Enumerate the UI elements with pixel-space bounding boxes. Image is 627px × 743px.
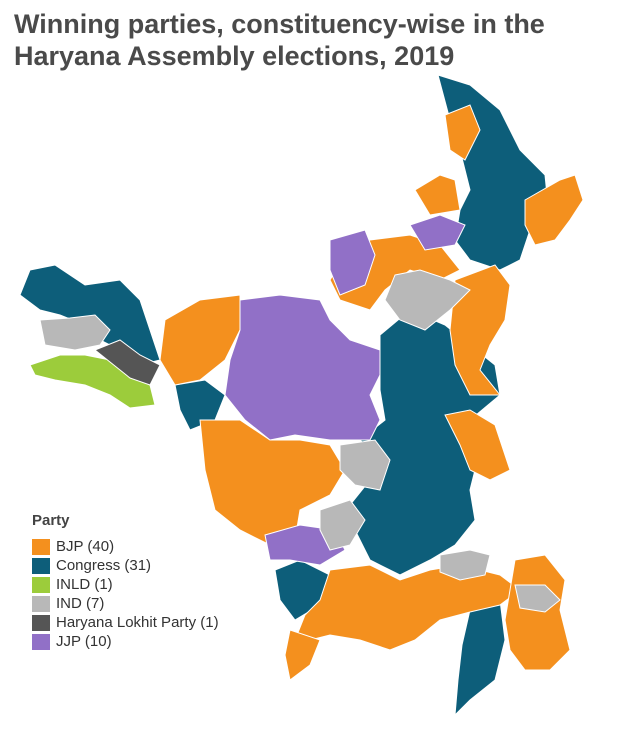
region-bjp-south-2 <box>284 629 321 681</box>
region-congress-west <box>19 264 161 366</box>
region-jjp-central-large <box>224 294 381 441</box>
map-legend: Party BJP (40) Congress (31) INLD (1) IN… <box>32 512 219 651</box>
region-jjp-north <box>329 229 376 296</box>
legend-item-bjp: BJP (40) <box>32 537 219 556</box>
region-inld <box>29 354 156 409</box>
legend-item-ind: IND (7) <box>32 594 219 613</box>
region-bjp-southeast <box>504 554 571 671</box>
region-bjp-west-north <box>159 294 241 386</box>
region-congress-far-south <box>454 599 506 717</box>
region-bjp-northeast <box>524 174 584 246</box>
region-bjp-southwest-large <box>199 419 346 546</box>
legend-item-jjp: JJP (10) <box>32 632 219 651</box>
region-ind-central <box>339 439 391 491</box>
region-ind-southeast-1 <box>439 549 491 581</box>
legend-item-congress: Congress (31) <box>32 556 219 575</box>
legend-label-jjp: JJP (10) <box>56 633 112 650</box>
legend-label-congress: Congress (31) <box>56 557 152 574</box>
legend-item-hlp: Haryana Lokhit Party (1) <box>32 613 219 632</box>
legend-swatch-bjp <box>32 538 50 555</box>
legend-label-bjp: BJP (40) <box>56 538 115 555</box>
region-ind-west <box>39 314 111 351</box>
region-ind-southeast-2 <box>514 584 561 613</box>
region-ind-north-central <box>384 269 471 331</box>
region-jjp-north-2 <box>409 214 466 251</box>
region-bjp-north-2 <box>414 174 461 216</box>
region-ind-south-central <box>319 499 366 551</box>
legend-swatch-ind <box>32 595 50 612</box>
legend-swatch-hlp <box>32 614 50 631</box>
legend-swatch-inld <box>32 576 50 593</box>
legend-swatch-jjp <box>32 633 50 650</box>
region-bjp-central-east-2 <box>444 409 511 481</box>
legend-title: Party <box>32 512 70 529</box>
region-bjp-north-1 <box>444 104 481 161</box>
region-hlp <box>94 339 161 386</box>
legend-item-inld: INLD (1) <box>32 575 219 594</box>
region-bjp-east-central <box>449 264 511 396</box>
legend-label-hlp: Haryana Lokhit Party (1) <box>56 614 219 631</box>
map-title: Winning parties, constituency-wise in th… <box>14 9 545 71</box>
legend-swatch-congress <box>32 557 50 574</box>
legend-label-inld: INLD (1) <box>56 576 113 593</box>
legend-label-ind: IND (7) <box>56 595 105 612</box>
